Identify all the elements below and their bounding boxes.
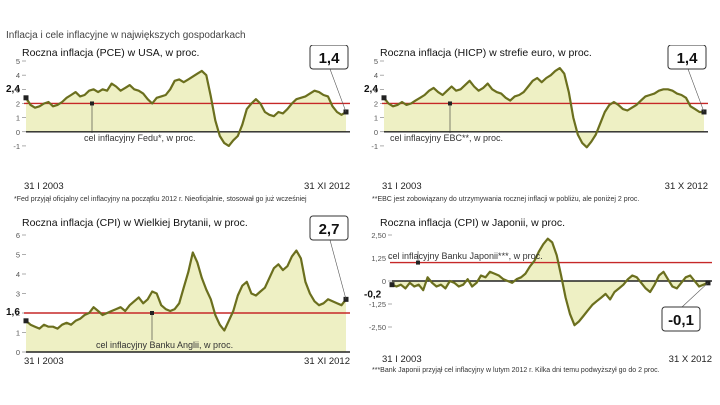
end-value-leader	[687, 68, 705, 113]
y-tick-label: 1	[16, 329, 20, 338]
series-line	[25, 249, 347, 332]
y-tick-label: -1	[13, 142, 20, 151]
y-tick-label: -1,25	[369, 300, 386, 309]
start-value-marker	[389, 282, 395, 288]
target-marker	[448, 101, 452, 106]
chart-panel-eurozone: Roczna inflacja (HICP) w strefie euro, w…	[362, 45, 718, 205]
chart-svg: Roczna inflacja (CPI) w Japonii, w proc.…	[364, 217, 712, 365]
series-area	[26, 250, 346, 352]
chart-svg: Roczna inflacja (HICP) w strefie euro, w…	[364, 45, 708, 192]
y-tick-label: 4	[374, 71, 378, 80]
start-date-label: 31 I 2003	[24, 181, 64, 192]
end-value-box	[661, 306, 701, 332]
end-value-marker	[343, 296, 349, 302]
target-marker	[150, 311, 154, 315]
y-tick-label: 1	[374, 114, 378, 123]
series-line	[25, 69, 347, 147]
end-value-box	[309, 215, 349, 241]
y-tick-label: 5	[16, 57, 20, 66]
series-line	[383, 67, 704, 149]
end-value-label: 2,7	[319, 221, 340, 238]
target-label: cel inflacyjny EBC**, w proc.	[390, 133, 503, 143]
chart-svg: Roczna inflacja (PCE) w USA, w proc. -1 0 1…	[6, 45, 350, 192]
end-value-label: 1,4	[677, 50, 699, 67]
start-value-label: 2,4	[364, 84, 378, 95]
y-tick-label: 0	[382, 277, 386, 286]
target-label: cel inflacyjny Banku Japonii***, w proc.	[388, 251, 543, 261]
y-tick-label: 5	[16, 251, 20, 260]
target-label: cel inflacyjny Banku Anglii, w proc.	[96, 340, 233, 350]
chart-title: Roczna inflacja (CPI) w Japonii, w proc.	[380, 217, 565, 229]
y-tick-label: 2,50	[371, 231, 386, 240]
main-title: Inflacja i cele inflacyjne w największyc…	[6, 30, 246, 41]
end-value-leader	[681, 282, 709, 308]
chart-panel-usa: Roczna inflacja (PCE) w USA, w proc. -1 0 1…	[4, 45, 360, 205]
target-marker	[90, 101, 94, 106]
start-value-label: -0,2	[364, 290, 382, 301]
end-date-label: 31 X 2012	[665, 181, 708, 192]
chart-title: Roczna inflacja (CPI) w Wielkiej Brytani…	[22, 217, 248, 229]
y-tick-label: 1	[16, 114, 20, 123]
start-value-marker	[23, 318, 29, 324]
series-area	[384, 68, 704, 148]
y-tick-label: 0	[374, 128, 378, 137]
y-tick-label: -1	[371, 142, 378, 151]
target-label: cel inflacyjny Fedu*, w proc.	[84, 133, 196, 143]
footnote-usa: *Fed przyjął oficjalny cel inflacyjny na…	[14, 196, 307, 203]
y-tick-label: 2	[16, 309, 20, 318]
start-date-label: 31 I 2003	[382, 181, 422, 192]
end-value-leader	[329, 239, 347, 300]
target-marker	[416, 260, 420, 265]
series-area	[26, 70, 346, 146]
chart-panel-japan: Roczna inflacja (CPI) w Japonii, w proc.…	[362, 215, 718, 375]
end-date-label: 31 XI 2012	[304, 181, 350, 192]
y-tick-label: 0	[16, 348, 20, 357]
y-tick-label: 2	[374, 99, 378, 108]
chart-panel-uk: Roczna inflacja (CPI) w Wielkiej Brytani…	[4, 215, 360, 375]
end-date-label: 31 X 2012	[669, 354, 712, 365]
end-value-box	[309, 45, 349, 70]
start-value-label: 1,6	[6, 307, 20, 318]
end-value-box	[667, 45, 707, 70]
end-value-label: -0,1	[668, 312, 694, 329]
chart-title: Roczna inflacja (PCE) w USA, w proc.	[22, 47, 199, 59]
footnote-eurozone: **EBC jest zobowiązany do utrzymywania r…	[372, 196, 640, 203]
y-tick-label: 3	[374, 85, 378, 94]
y-tick-label: 1,25	[371, 254, 386, 263]
footnote-japan: ***Bank Japonii przyjął cel inflacyjny w…	[372, 367, 660, 374]
start-value-marker	[23, 95, 29, 101]
y-tick-label: 4	[16, 71, 20, 80]
y-tick-label: 6	[16, 231, 20, 240]
start-value-label: 2,4	[6, 84, 20, 95]
chart-svg: Roczna inflacja (CPI) w Wielkiej Brytani…	[6, 215, 350, 367]
end-date-label: 31 XI 2012	[304, 356, 350, 367]
y-tick-label: 5	[374, 57, 378, 66]
series-line	[391, 237, 709, 327]
start-date-label: 31 I 2003	[24, 356, 64, 367]
y-tick-label: 3	[16, 290, 20, 299]
end-value-label: 1,4	[319, 50, 341, 67]
start-date-label: 31 I 2003	[382, 354, 422, 365]
series-area	[392, 238, 708, 326]
y-tick-label: -2,50	[369, 323, 386, 332]
y-tick-label: 3	[16, 85, 20, 94]
start-value-marker	[381, 95, 387, 101]
y-tick-label: 2	[16, 99, 20, 108]
y-tick-label: 4	[16, 270, 20, 279]
end-value-leader	[329, 68, 347, 113]
y-tick-label: 0	[16, 128, 20, 137]
chart-title: Roczna inflacja (HICP) w strefie euro, w…	[380, 47, 592, 59]
